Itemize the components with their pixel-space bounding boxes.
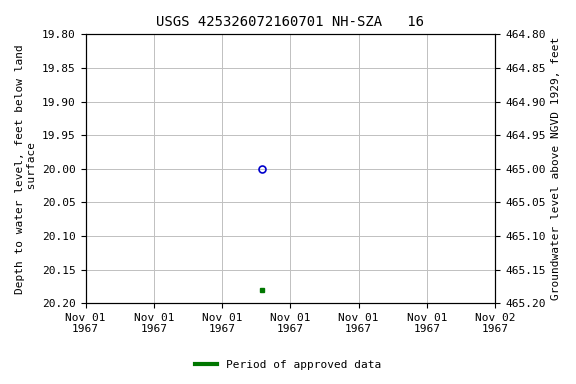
Y-axis label: Groundwater level above NGVD 1929, feet: Groundwater level above NGVD 1929, feet [551, 37, 561, 300]
Y-axis label: Depth to water level, feet below land
 surface: Depth to water level, feet below land su… [15, 44, 37, 294]
Legend: Period of approved data: Period of approved data [191, 356, 385, 375]
Title: USGS 425326072160701 NH-SZA   16: USGS 425326072160701 NH-SZA 16 [157, 15, 425, 29]
